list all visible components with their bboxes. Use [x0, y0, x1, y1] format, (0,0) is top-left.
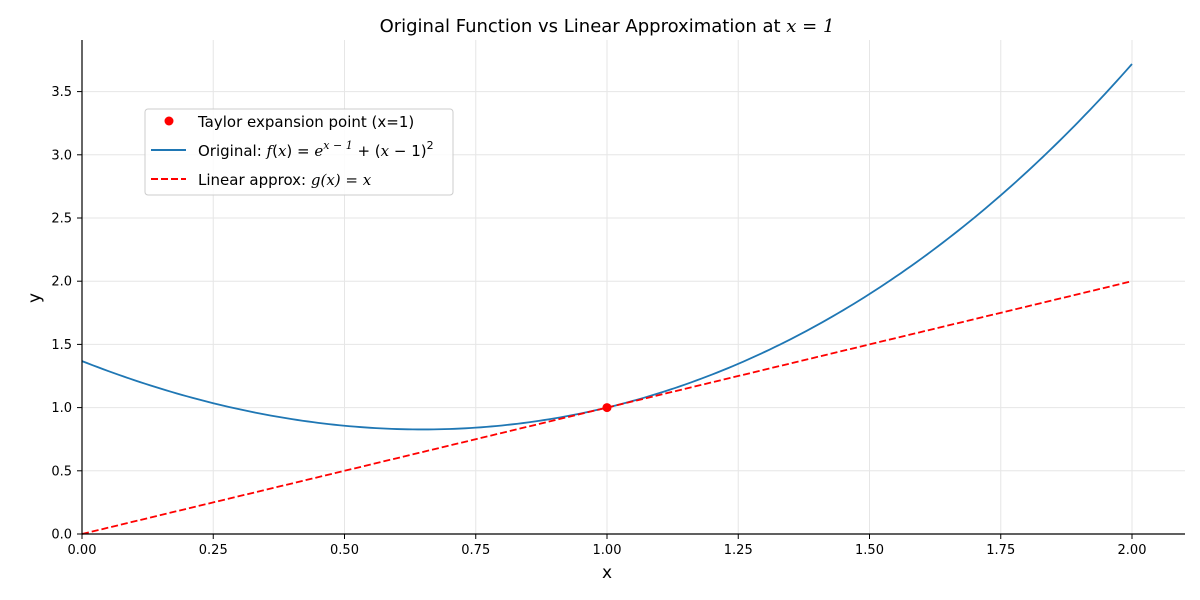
legend: Taylor expansion point (x=1) Original: f… — [144, 108, 454, 196]
x-tick-label: 0.75 — [461, 543, 490, 558]
y-tick-label: 0.0 — [51, 528, 72, 543]
y-tick-label: 1.5 — [51, 338, 72, 353]
legend-label-linear: Linear approx: g(x) = x — [198, 171, 372, 189]
x-tick-label: 1.25 — [724, 543, 753, 558]
chart-title: Original Function vs Linear Approximatio… — [380, 16, 835, 37]
y-axis-label: y — [25, 293, 45, 303]
taylor-expansion-point-marker — [602, 403, 612, 413]
x-tick-label: 1.75 — [986, 543, 1015, 558]
legend-label-taylor-point: Taylor expansion point (x=1) — [197, 113, 414, 131]
x-tick-label: 0.25 — [199, 543, 228, 558]
y-tick-label: 3.5 — [51, 85, 72, 100]
y-tick-label: 2.5 — [51, 212, 72, 227]
y-tick-label: 2.0 — [51, 275, 72, 290]
x-axis-ticks: 0.00 0.25 0.50 0.75 1.00 1.25 1.50 1.75 2.00 — [68, 534, 1147, 558]
y-tick-label: 3.0 — [51, 148, 72, 163]
legend-box — [144, 108, 454, 196]
x-axis-label: x — [602, 563, 612, 583]
x-tick-label: 0.50 — [330, 543, 359, 558]
x-tick-label: 1.00 — [593, 543, 622, 558]
y-axis-ticks: 0.0 0.5 1.0 1.5 2.0 2.5 3.0 3.5 — [51, 85, 82, 543]
legend-marker-taylor-point — [164, 116, 174, 126]
x-tick-label: 0.00 — [68, 543, 97, 558]
legend-label-original: Original: f(x) = ex − 1 + (x − 1)2 — [198, 139, 434, 160]
x-tick-label: 1.50 — [855, 543, 884, 558]
plot-area — [81, 63, 1133, 535]
y-tick-label: 0.5 — [51, 464, 72, 479]
x-tick-label: 2.00 — [1118, 543, 1147, 558]
y-tick-label: 1.0 — [51, 401, 72, 416]
